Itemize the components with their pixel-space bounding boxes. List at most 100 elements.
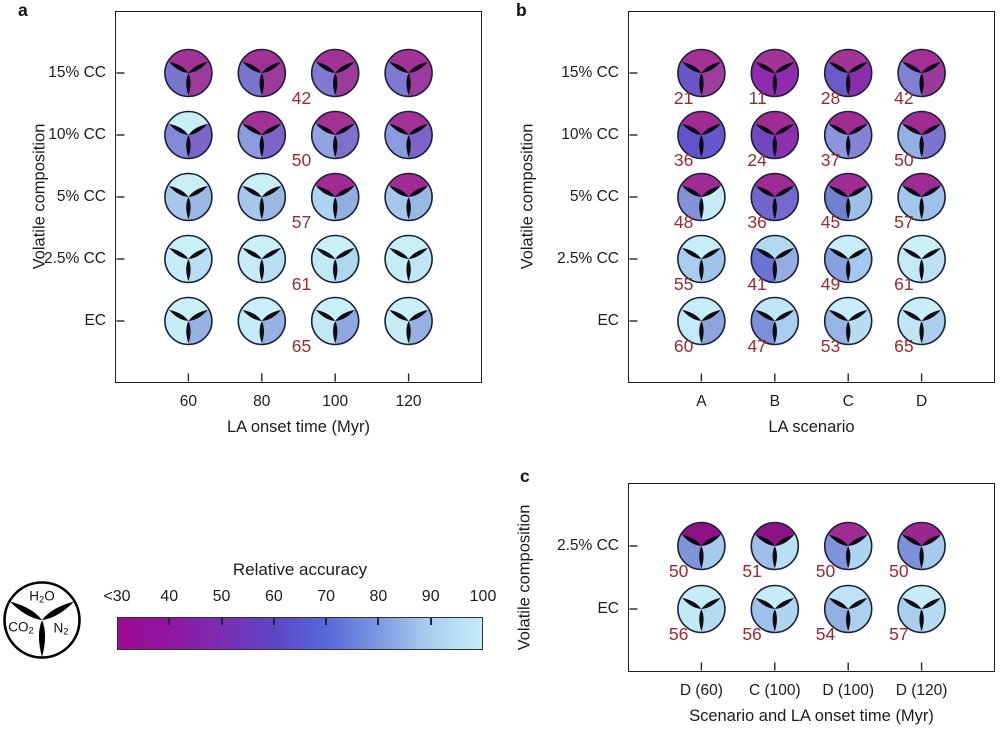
trident-blade-icon (389, 61, 409, 73)
trident-blade-icon (315, 123, 336, 135)
pie-outline (897, 234, 946, 284)
pie-sector-h2o (314, 49, 356, 73)
value-label-b-r4-c3: 65 (894, 336, 914, 356)
value-label-b-r4-c0: 60 (673, 336, 694, 356)
pie-outline (164, 172, 213, 222)
pie-sector-h2o (314, 235, 356, 259)
pie-outline (677, 521, 726, 571)
trident-blade-icon (919, 609, 924, 632)
value-label-b-r3-c0: 55 (673, 274, 694, 294)
trident-blade-icon (848, 61, 868, 73)
trident-blade-icon (408, 61, 428, 73)
pie-sector-h2o (901, 522, 942, 546)
colorbar-tick-label-40: 40 (160, 588, 179, 605)
pie-glyph-b-r2-c1 (750, 172, 800, 222)
trident-blade-icon (315, 185, 336, 197)
pie-outline (750, 584, 800, 634)
colorbar-tickmark (377, 618, 380, 625)
y-tick-label-b-1: 10% CC (561, 126, 619, 143)
pie-glyph-a-r0-c3 (384, 48, 433, 98)
x-tick-label-c-0: D (60) (679, 682, 723, 699)
pie-outline (823, 234, 873, 284)
pie-sector-h2o (681, 235, 722, 259)
pie-outline (384, 172, 433, 222)
trident-blade-icon (701, 123, 721, 135)
pie-glyph-c-r0-c1 (750, 521, 800, 571)
pie-outline (823, 296, 873, 346)
pie-glyph-c-r1-c2 (823, 584, 873, 634)
value-label-b-r4-c2: 53 (820, 336, 841, 356)
pie-glyph-b-r0-c0 (677, 48, 726, 98)
pie-sector-h2o (754, 522, 796, 546)
x-axis-title-c: Scenario and LA onset time (Myr) (689, 707, 934, 725)
trident-blade-icon (921, 61, 941, 73)
pie-outline (677, 234, 726, 284)
pie-sector-h2o (754, 173, 796, 197)
trident-blade-icon (315, 309, 336, 321)
pie-sector-h2o (827, 585, 869, 609)
pie-glyph-b-r1-c1 (750, 110, 800, 160)
trident-blade-icon (772, 321, 777, 344)
trident-blade-icon (259, 73, 264, 96)
trident-blade-icon (755, 61, 775, 73)
value-label-c-r0-c0: 50 (668, 561, 689, 581)
trident-blade-icon (333, 73, 338, 96)
trident-blade-icon (902, 309, 922, 321)
trident-blade-icon (682, 61, 702, 73)
pie-sector-h2o (388, 111, 429, 135)
pie-outline (897, 584, 946, 634)
trident-blade-icon (902, 61, 922, 73)
pie-glyph-b-r3-c1 (750, 234, 800, 284)
trident-blade-icon (919, 546, 924, 569)
pie-sector-h2o (901, 111, 942, 135)
pie-outline (310, 234, 360, 284)
pie-outline (310, 172, 360, 222)
trident-blade-icon (774, 123, 795, 135)
trident-blade-icon (848, 597, 868, 609)
trident-blade-icon (772, 609, 777, 632)
pie-outline (677, 584, 726, 634)
pie-outline (823, 172, 873, 222)
trident-blade-icon (701, 597, 721, 609)
pie-outline (750, 234, 800, 284)
colorbar-tick-label-50: 50 (212, 588, 231, 605)
pie-glyph-b-r3-c3 (897, 234, 946, 284)
trident-blade-icon (333, 259, 338, 282)
trident-blade-icon (406, 73, 411, 96)
pie-sector-h2o (314, 297, 356, 321)
pie-outline (237, 110, 287, 160)
pie-sector-h2o (168, 297, 209, 321)
pie-glyph-a-r1-c2 (310, 110, 360, 160)
trident-blade-icon (406, 259, 411, 282)
pie-glyph-a-r0-c2 (310, 48, 360, 98)
pie-glyph-a-r1-c3 (384, 110, 433, 160)
trident-blade-icon (701, 185, 721, 197)
pie-glyph-c-r1-c3 (897, 584, 946, 634)
value-label-b-r1-c0: 36 (673, 150, 694, 170)
pie-outline (384, 296, 433, 346)
pie-outline (823, 48, 873, 98)
pie-sector-h2o (168, 235, 209, 259)
trident-blade-icon (921, 123, 941, 135)
x-tick-label-b-1: B (769, 393, 780, 410)
trident-blade-icon (242, 61, 262, 73)
trident-blade-icon (828, 534, 849, 546)
subscript: 2 (38, 594, 45, 606)
trident-blade-icon (921, 597, 941, 609)
y-tick-label-a-0: 15% CC (48, 64, 106, 81)
pie-glyph-b-r2-c2 (823, 172, 873, 222)
trident-blade-icon (772, 259, 777, 282)
trident-blade-icon (333, 321, 338, 344)
pie-glyph-a-r4-c3 (384, 296, 433, 346)
pie-glyph-b-r1-c3 (897, 110, 946, 160)
trident-blade-icon (902, 597, 922, 609)
pie-glyph-b-r2-c3 (897, 172, 946, 222)
value-label-b-r2-c3: 57 (894, 212, 914, 232)
pie-glyph-c-r0-c0 (677, 521, 726, 571)
value-label-b-r3-c2: 49 (820, 274, 841, 294)
trident-blade-icon (919, 73, 924, 96)
trident-blade-icon (848, 185, 868, 197)
value-label-c-r0-c1: 51 (742, 561, 762, 581)
pie-sector-h2o (901, 235, 942, 259)
y-tick-label-b-3: 2.5% CC (556, 250, 619, 267)
